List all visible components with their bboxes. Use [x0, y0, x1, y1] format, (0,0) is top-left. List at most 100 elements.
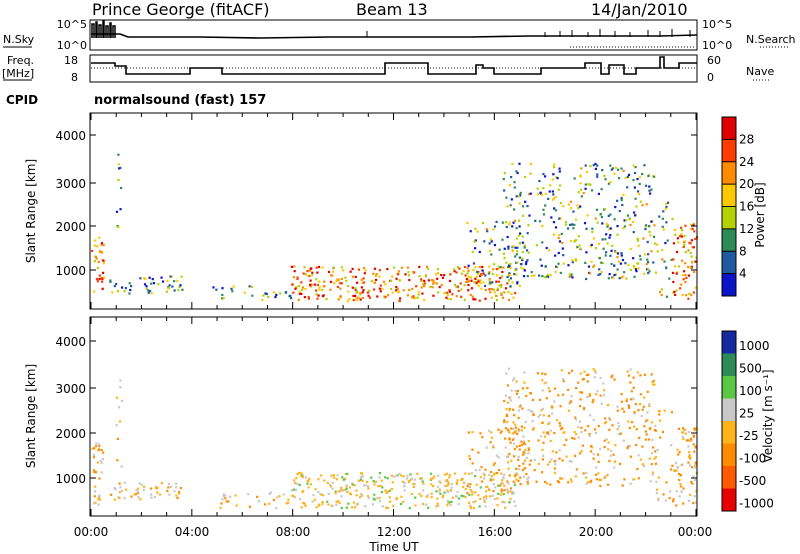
- power-cell: [543, 175, 547, 178]
- velocity-cell: [653, 383, 656, 386]
- velocity-cell: [177, 490, 181, 494]
- power-cell: [539, 258, 542, 261]
- power-cell: [622, 275, 625, 278]
- velocity-cell: [123, 497, 126, 500]
- velocity-cell: [632, 386, 635, 389]
- velocity-panel: 4000 3000 2000 1000 Slant Range [km]: [24, 316, 698, 517]
- power-cell: [502, 177, 505, 181]
- power-cell: [512, 296, 515, 299]
- velocity-cell: [438, 488, 441, 491]
- power-cell: [130, 285, 133, 288]
- power-cell: [629, 247, 632, 250]
- power-cell: [642, 237, 645, 240]
- velocity-cell: [603, 439, 606, 442]
- velocity-cell: [545, 381, 548, 384]
- velocity-cell: [317, 490, 320, 494]
- power-cell: [568, 223, 572, 227]
- velocity-cell: [644, 438, 647, 441]
- power-cell: [675, 289, 678, 292]
- velocity-cell: [225, 500, 228, 503]
- velocity-cell: [439, 492, 442, 495]
- velocity-cell: [462, 495, 465, 498]
- sky-tick-bottom: 10^0: [57, 39, 87, 52]
- power-cell: [475, 281, 478, 284]
- velocity-cell: [515, 445, 518, 448]
- power-cell: [359, 298, 362, 301]
- velocity-cell: [443, 491, 446, 494]
- velocity-cell: [506, 490, 510, 493]
- power-cell: [296, 277, 299, 281]
- power-cell: [601, 222, 604, 225]
- power-cell: [396, 287, 399, 291]
- power-cell: [467, 269, 470, 273]
- velocity-cell: [561, 477, 564, 480]
- velocity-cell: [509, 395, 512, 399]
- velocity-cell: [386, 490, 389, 493]
- power-cell: [408, 288, 411, 292]
- power-cell: [689, 251, 692, 255]
- velocity-cell: [592, 398, 595, 402]
- power-cell: [634, 197, 637, 200]
- velocity-cell: [526, 477, 529, 481]
- velocity-colorbar-tick-label: 25: [739, 407, 754, 421]
- velocity-cell: [220, 502, 223, 505]
- velocity-cell: [113, 498, 117, 501]
- velocity-cell: [430, 492, 433, 495]
- power-cell: [465, 278, 468, 281]
- velocity-cell: [522, 435, 525, 438]
- power-cell: [688, 241, 691, 244]
- velocity-cell: [642, 405, 645, 408]
- velocity-cell: [435, 505, 438, 508]
- power-cell: [577, 235, 580, 238]
- velocity-cell: [497, 428, 500, 431]
- velocity-cell: [655, 491, 658, 495]
- velocity-cell: [692, 501, 695, 505]
- power-cell: [451, 293, 454, 296]
- velocity-cell: [544, 373, 547, 376]
- power-cell: [622, 227, 625, 230]
- velocity-cell: [535, 480, 538, 483]
- velocity-cell: [524, 452, 527, 455]
- power-cell: [566, 227, 570, 230]
- velocity-cell: [658, 419, 662, 422]
- velocity-cell: [682, 427, 685, 430]
- power-cell: [558, 167, 561, 170]
- power-cell: [340, 266, 343, 269]
- power-colorbar-tick-label: 16: [739, 200, 754, 214]
- velocity-cell: [513, 377, 516, 380]
- velocity-cell: [334, 490, 337, 493]
- power-colorbar-swatch: [722, 117, 736, 140]
- power-cell: [603, 174, 606, 177]
- velocity-cell: [94, 470, 98, 474]
- velocity-cell: [410, 492, 413, 496]
- velocity-cell: [538, 413, 542, 417]
- velocity-cell: [608, 416, 611, 419]
- velocity-cell: [607, 441, 610, 444]
- power-cell: [585, 171, 589, 174]
- velocity-cell: [595, 466, 598, 469]
- power-cell: [171, 285, 174, 288]
- velocity-cell: [490, 436, 494, 440]
- velocity-cell: [385, 491, 388, 495]
- power-cell: [515, 170, 518, 173]
- power-colorbar-swatch: [722, 273, 736, 297]
- velocity-cell: [533, 458, 536, 462]
- velocity-cell: [569, 400, 573, 403]
- velocity-cell: [635, 428, 638, 431]
- velocity-cell: [694, 461, 697, 464]
- power-cell: [304, 273, 307, 276]
- power-cell: [524, 262, 528, 266]
- power-cell: [559, 217, 562, 220]
- power-cell: [672, 280, 675, 284]
- velocity-cell: [547, 414, 551, 418]
- velocity-cell: [503, 489, 506, 492]
- power-cell: [511, 162, 514, 166]
- power-cell: [679, 226, 683, 229]
- velocity-cell: [559, 477, 562, 480]
- velocity-cell: [116, 396, 119, 399]
- velocity-cell: [474, 500, 477, 503]
- velocity-cell: [263, 503, 267, 506]
- power-cell: [508, 223, 511, 226]
- velocity-colorbar-swatch: [722, 398, 736, 422]
